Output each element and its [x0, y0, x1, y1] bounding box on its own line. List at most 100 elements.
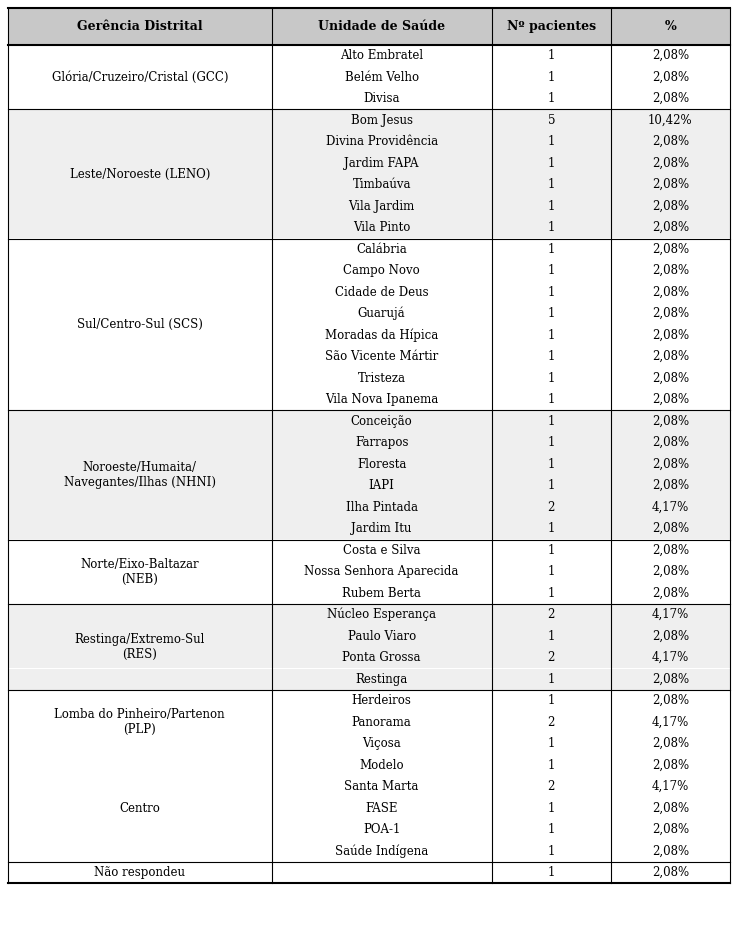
Text: 2,08%: 2,08% [652, 630, 689, 643]
Bar [8, 45, 730, 67]
Bar [8, 8, 730, 45]
Text: 2,08%: 2,08% [652, 758, 689, 772]
Text: Noroeste/Humaita/
Navegantes/Ilhas (NHNI): Noroeste/Humaita/ Navegantes/Ilhas (NHNI… [63, 461, 215, 489]
Text: Floresta: Floresta [357, 457, 407, 470]
Text: 2,08%: 2,08% [652, 457, 689, 470]
Text: 1: 1 [548, 308, 555, 320]
Text: Vila Nova Ipanema: Vila Nova Ipanema [325, 393, 438, 407]
Bar [8, 217, 730, 238]
Bar [8, 561, 730, 582]
Text: 1: 1 [548, 437, 555, 449]
Text: 2,08%: 2,08% [652, 92, 689, 105]
Text: Núcleo Esperança: Núcleo Esperança [327, 608, 436, 621]
Bar [8, 840, 730, 862]
Text: 2,08%: 2,08% [652, 694, 689, 708]
Text: 2: 2 [548, 716, 555, 728]
Text: 2,08%: 2,08% [652, 221, 689, 234]
Bar [8, 755, 730, 776]
Text: Viçosa: Viçosa [362, 737, 401, 750]
Text: 1: 1 [548, 758, 555, 772]
Text: 2,08%: 2,08% [652, 737, 689, 750]
Text: Rubem Berta: Rubem Berta [342, 587, 421, 599]
Bar [8, 862, 730, 884]
Text: Ilha Pintada: Ilha Pintada [345, 501, 418, 514]
Text: Restinga/Extremo-Sul
(RES): Restinga/Extremo-Sul (RES) [75, 633, 205, 661]
Text: 1: 1 [548, 694, 555, 708]
Text: 2,08%: 2,08% [652, 544, 689, 557]
Bar [8, 432, 730, 454]
Bar [8, 67, 730, 88]
Text: Tristeza: Tristeza [358, 372, 406, 385]
Text: 1: 1 [548, 737, 555, 750]
Text: POA-1: POA-1 [363, 823, 400, 837]
Text: 2,08%: 2,08% [652, 587, 689, 599]
Text: 2,08%: 2,08% [652, 199, 689, 213]
Text: 1: 1 [548, 544, 555, 557]
Bar [8, 152, 730, 174]
Text: Divisa: Divisa [363, 92, 400, 105]
Text: Jardim Itu: Jardim Itu [351, 522, 412, 535]
Text: 1: 1 [548, 157, 555, 169]
Text: Unidade de Saúde: Unidade de Saúde [318, 20, 445, 33]
Text: 4,17%: 4,17% [652, 501, 689, 514]
Text: Gerência Distrital: Gerência Distrital [77, 20, 202, 33]
Bar [8, 368, 730, 389]
Text: 2,08%: 2,08% [652, 136, 689, 149]
Text: Norte/Eixo-Baltazar
(NEB): Norte/Eixo-Baltazar (NEB) [80, 558, 199, 585]
Text: Glória/Cruzeiro/Cristal (GCC): Glória/Cruzeiro/Cristal (GCC) [52, 71, 228, 84]
Text: 2,08%: 2,08% [652, 566, 689, 579]
Text: 2,08%: 2,08% [652, 157, 689, 169]
Bar [8, 174, 730, 196]
Text: 1: 1 [548, 823, 555, 837]
Text: 1: 1 [548, 566, 555, 579]
Bar [8, 346, 730, 368]
Text: Belém Velho: Belém Velho [345, 71, 418, 84]
Bar [8, 776, 730, 798]
Text: Paulo Viaro: Paulo Viaro [348, 630, 415, 643]
Text: 2,08%: 2,08% [652, 49, 689, 62]
Text: 2,08%: 2,08% [652, 437, 689, 449]
Text: 1: 1 [548, 587, 555, 599]
Text: Moradas da Hípica: Moradas da Hípica [325, 328, 438, 342]
Text: 2: 2 [548, 608, 555, 621]
Text: Campo Novo: Campo Novo [343, 264, 420, 278]
Text: 2,08%: 2,08% [652, 479, 689, 492]
Text: Alto Embratel: Alto Embratel [340, 49, 423, 62]
Text: 2,08%: 2,08% [652, 350, 689, 363]
Text: Vila Pinto: Vila Pinto [353, 221, 410, 234]
Bar [8, 303, 730, 325]
Text: 1: 1 [548, 136, 555, 149]
Text: 1: 1 [548, 630, 555, 643]
Text: 2,08%: 2,08% [652, 673, 689, 686]
Text: 2,08%: 2,08% [652, 308, 689, 320]
Text: 2,08%: 2,08% [652, 802, 689, 815]
Text: Nº pacientes: Nº pacientes [507, 20, 596, 33]
Text: Não respondeu: Não respondeu [94, 867, 185, 879]
Text: 2,08%: 2,08% [652, 393, 689, 407]
Text: 2: 2 [548, 780, 555, 793]
Text: 2,08%: 2,08% [652, 243, 689, 256]
Text: 1: 1 [548, 845, 555, 858]
Text: Lomba do Pinheiro/Partenon
(PLP): Lomba do Pinheiro/Partenon (PLP) [55, 709, 225, 736]
Text: Saúde Indígena: Saúde Indígena [335, 844, 428, 858]
Bar [8, 626, 730, 647]
Text: 1: 1 [548, 867, 555, 879]
Text: Leste/Noroeste (LENO): Leste/Noroeste (LENO) [69, 167, 210, 181]
Text: 1: 1 [548, 522, 555, 535]
Bar [8, 647, 730, 668]
Bar [8, 389, 730, 410]
Text: Santa Marta: Santa Marta [345, 780, 419, 793]
Bar [8, 604, 730, 626]
Text: Bom Jesus: Bom Jesus [351, 114, 413, 127]
Text: 1: 1 [548, 479, 555, 492]
Text: 2,08%: 2,08% [652, 372, 689, 385]
Text: 4,17%: 4,17% [652, 780, 689, 793]
Text: 1: 1 [548, 286, 555, 298]
Bar [8, 109, 730, 131]
Text: Divina Providência: Divina Providência [325, 136, 438, 149]
Bar [8, 475, 730, 497]
Text: 2,08%: 2,08% [652, 286, 689, 298]
Text: 2,08%: 2,08% [652, 823, 689, 837]
Text: 4,17%: 4,17% [652, 651, 689, 664]
Text: 2: 2 [548, 651, 555, 664]
